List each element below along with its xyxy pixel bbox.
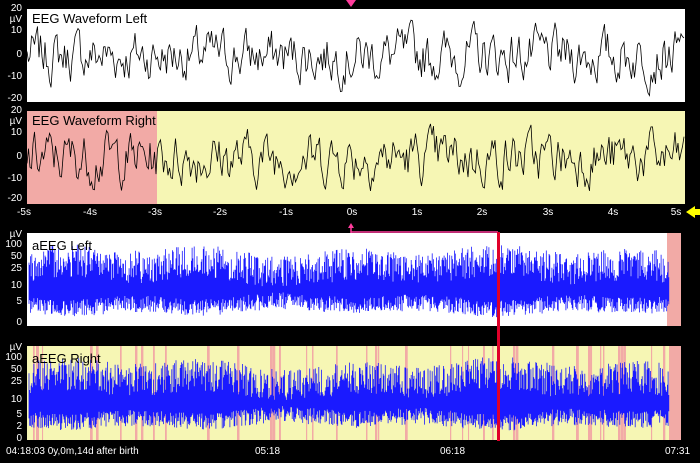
time-axis-tick: 5s xyxy=(670,207,682,218)
eeg-right-y-tick: -10 xyxy=(7,173,22,184)
eeg-left-y-unit: µV xyxy=(9,14,22,25)
time-axis-tick: -2s xyxy=(213,207,227,218)
aeeg-left-trace xyxy=(28,244,670,318)
trend-time-tick: 05:18 xyxy=(255,446,281,457)
eeg-left-trace xyxy=(27,19,685,97)
eeg-right-y-tick: -20 xyxy=(7,193,22,204)
time-axis-tick: 3s xyxy=(542,207,554,218)
trend-time-tick: 07:31 xyxy=(665,446,691,457)
aeeg-left-edge-highlight xyxy=(667,233,681,326)
eeg-right-red-highlight xyxy=(27,111,157,204)
eeg-right-title: EEG Waveform Right xyxy=(32,113,156,128)
time-axis-tick: 2s xyxy=(476,207,488,218)
aeeg-right-trace xyxy=(28,357,670,431)
eeg-left-title: EEG Waveform Left xyxy=(32,11,148,26)
aeeg-right-y-tick: 100 xyxy=(5,352,22,363)
eeg-left-panel[interactable]: EEG Waveform Left xyxy=(27,9,685,102)
time-axis-tick: 1s xyxy=(411,207,423,218)
aeeg-right-title: aEEG Right xyxy=(32,351,101,366)
time-axis-tick: 0s xyxy=(346,207,358,218)
recording-start-label: 04:18:03 0y,0m,14d after birth xyxy=(6,446,139,457)
eeg-right-y-tick: 20 xyxy=(10,105,22,116)
eeg-left-y-tick: 0 xyxy=(16,49,22,60)
time-axis-tick: -3s xyxy=(148,207,162,218)
aeeg-left-y-tick: 0 xyxy=(16,317,22,328)
aeeg-left-y-tick: 10 xyxy=(10,280,22,291)
aeeg-right-y-tick: 25 xyxy=(10,376,22,387)
aeeg-right-y-tick: 5 xyxy=(16,409,22,420)
aeeg-left-y-unit: µV xyxy=(9,229,22,240)
eeg-right-y-unit: µV xyxy=(9,116,22,127)
aeeg-left-y-tick: 25 xyxy=(10,263,22,274)
eeg-left-y-tick: 20 xyxy=(10,3,22,14)
aeeg-right-panel[interactable]: aEEG Right xyxy=(27,346,681,440)
eeg-right-trace xyxy=(27,123,685,192)
aeeg-left-panel[interactable]: aEEG Left xyxy=(27,233,681,326)
aeeg-right-y-tick: 50 xyxy=(10,364,22,375)
eeg-right-y-tick: 10 xyxy=(10,127,22,138)
eeg-right-panel[interactable]: EEG Waveform Right xyxy=(27,111,685,204)
trend-time-tick: 06:18 xyxy=(440,446,466,457)
time-axis-tick: 4s xyxy=(607,207,619,218)
aeeg-left-y-tick: 50 xyxy=(10,251,22,262)
eeg-left-y-tick: -10 xyxy=(7,71,22,82)
aeeg-left-title: aEEG Left xyxy=(32,238,92,253)
time-axis-tick: -1s xyxy=(279,207,293,218)
aeeg-left-y-tick: 5 xyxy=(16,296,22,307)
window-position-bracket[interactable] xyxy=(346,220,506,320)
time-axis-tick: -4s xyxy=(83,207,97,218)
top-position-marker-icon[interactable] xyxy=(346,0,356,8)
eeg-right-yellow-highlight xyxy=(157,111,685,204)
aeeg-right-y-tick: 2 xyxy=(16,421,22,432)
aeeg-right-y-unit: µV xyxy=(9,342,22,353)
eeg-right-y-tick: 0 xyxy=(16,151,22,162)
aeeg-right-y-tick: 0 xyxy=(16,433,22,444)
eeg-left-y-tick: -20 xyxy=(7,93,22,104)
aeeg-left-y-tick: 100 xyxy=(5,239,22,250)
time-cursor-line[interactable] xyxy=(497,232,500,441)
eeg-left-y-tick: 10 xyxy=(10,25,22,36)
time-axis-tick: -5s xyxy=(17,207,31,218)
aeeg-right-y-tick: 10 xyxy=(10,394,22,405)
yellow-arrow-icon[interactable] xyxy=(686,206,700,218)
